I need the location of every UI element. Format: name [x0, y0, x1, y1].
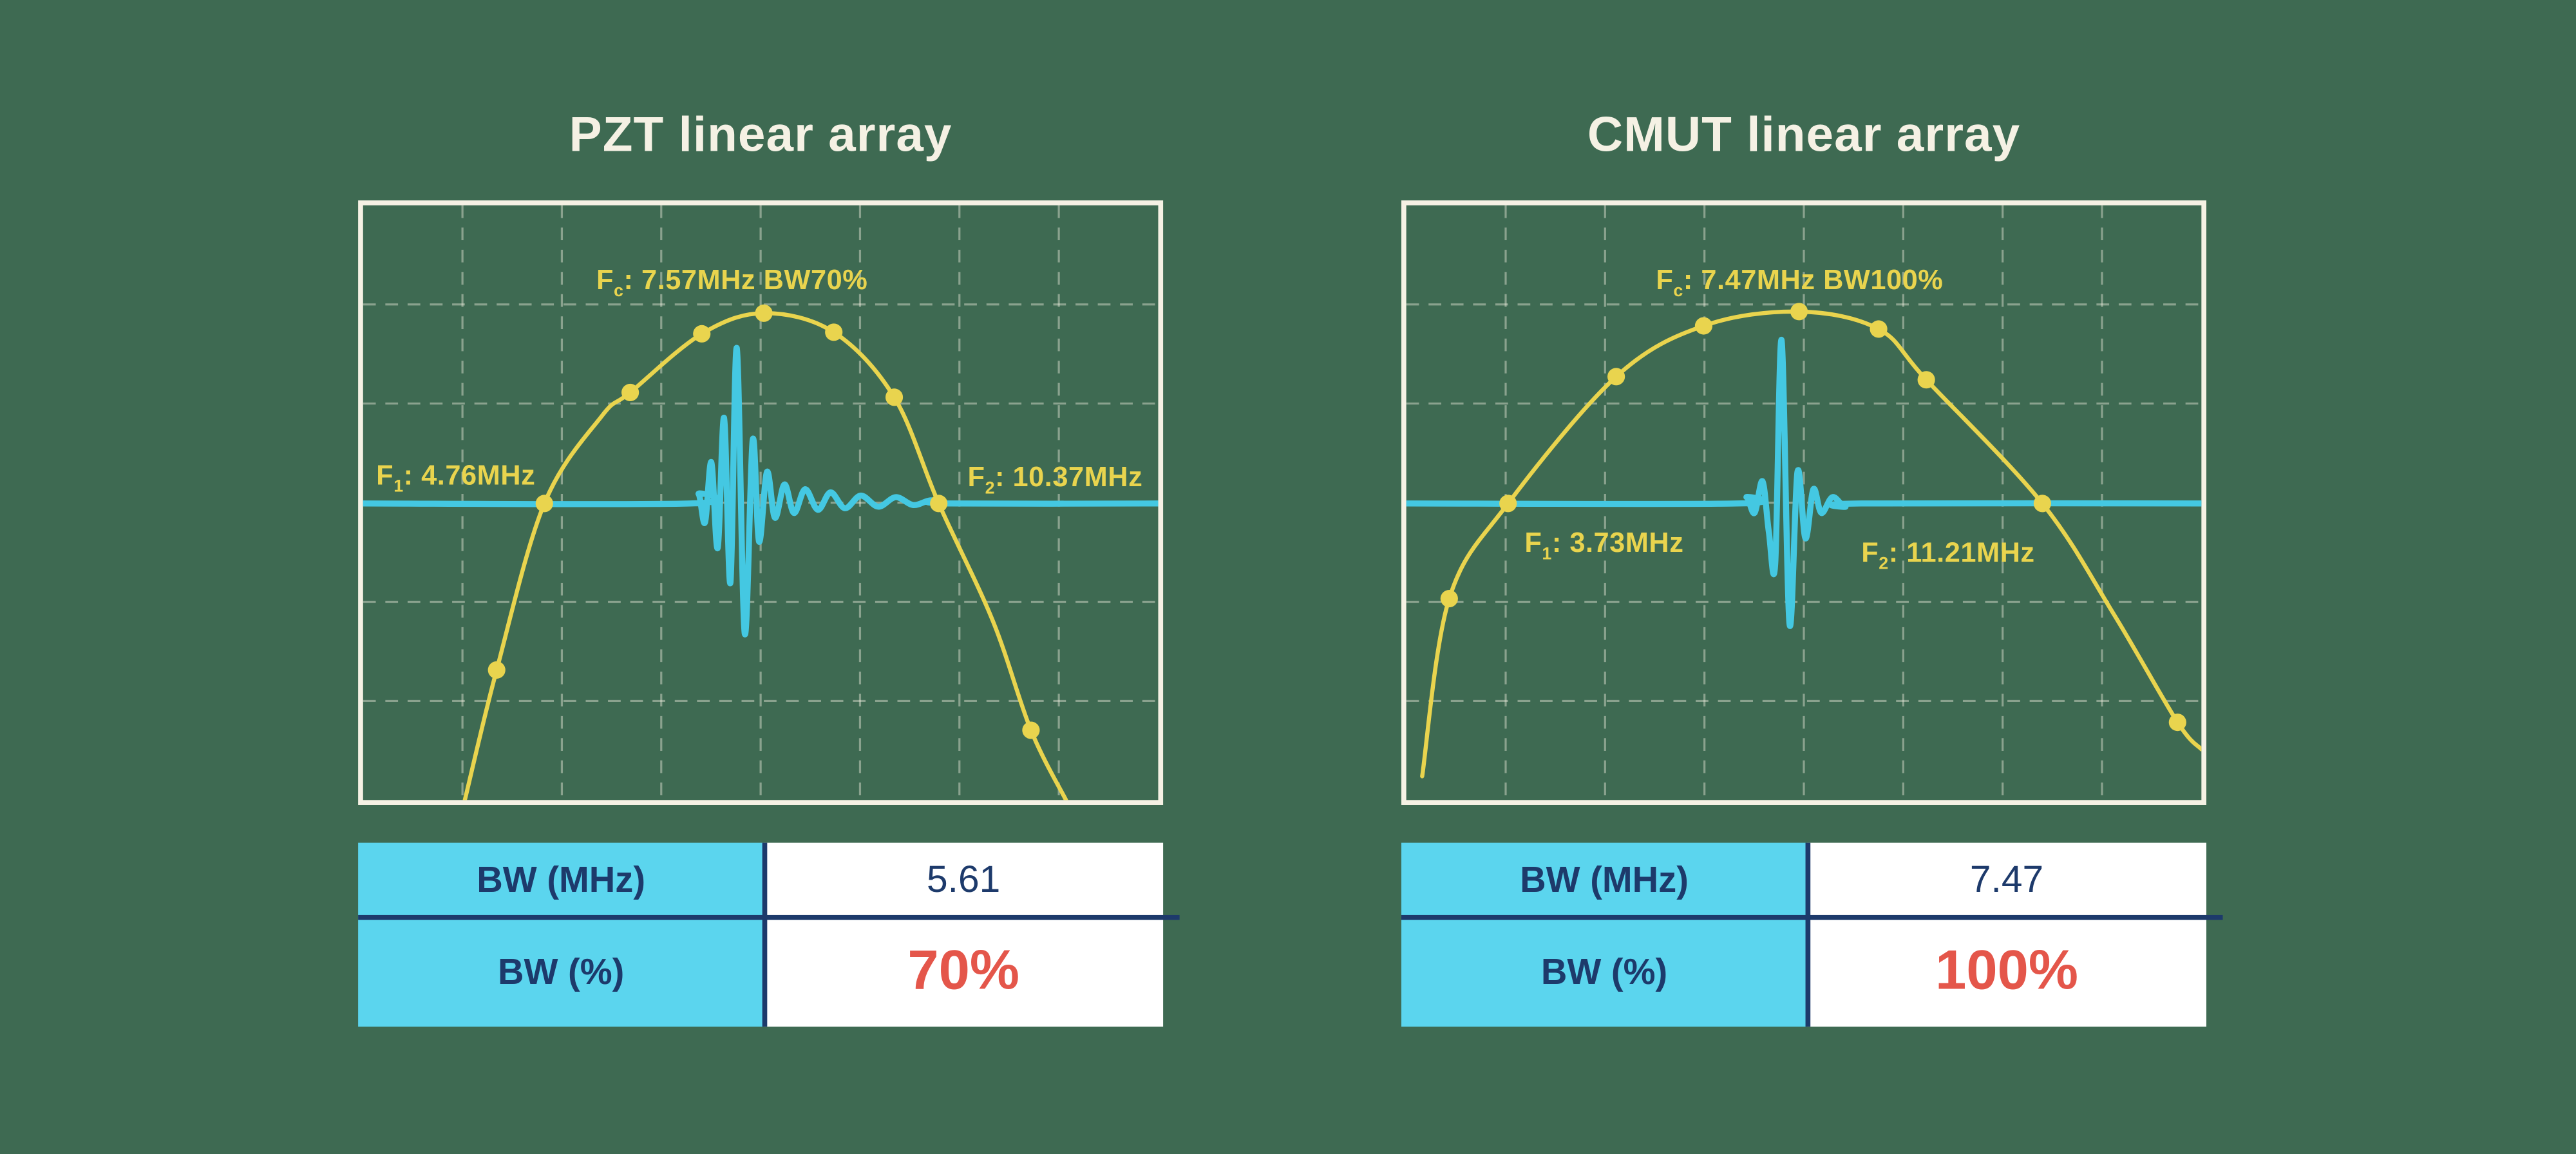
pulse-echo-waveform-curve — [1406, 337, 2202, 629]
curve-dot — [755, 304, 773, 322]
low-frequency-label: F1: 3.73MHz — [1524, 527, 1683, 564]
panel-pzt: PZT linear array Fc: 7.57MHz BW70% F1: 4… — [358, 0, 1180, 1153]
curve-dot — [535, 495, 553, 513]
table-value-bw-percent: 100% — [1807, 916, 2206, 1027]
center-frequency-label: Fc: 7.57MHz BW70% — [596, 265, 867, 301]
table-header-bw-mhz: BW (MHz) — [1401, 842, 1808, 917]
chart-plot-area — [1406, 205, 2202, 800]
curve-dot — [825, 323, 843, 341]
table-value-bw-percent: 70% — [764, 916, 1164, 1027]
label-text: : 11.21MHz — [1888, 537, 2035, 569]
label-subscript: 1 — [1542, 544, 1552, 564]
label-text: : 3.73MHz — [1551, 527, 1684, 559]
label-text: : 4.76MHz — [403, 460, 536, 491]
curve-dot — [693, 325, 711, 343]
high-frequency-label: F2: 11.21MHz — [1861, 537, 2034, 574]
label-subscript: 1 — [393, 477, 404, 497]
table-row-divider — [358, 914, 1180, 920]
table-header-bw-percent: BW (%) — [1401, 916, 1808, 1027]
low-frequency-label: F1: 4.76MHz — [376, 460, 535, 497]
table-header-bw-mhz: BW (MHz) — [358, 842, 764, 917]
curve-dot — [1499, 495, 1517, 513]
curve-dot — [885, 388, 904, 406]
label-text: F — [1861, 537, 1879, 569]
pulse-echo-waveform-curve — [363, 345, 1159, 638]
table-value-bw-mhz: 5.61 — [764, 842, 1164, 917]
curve-dot — [930, 495, 948, 513]
curve-dot — [621, 383, 639, 402]
curve-dot — [488, 661, 506, 679]
label-subscript: c — [1673, 281, 1683, 301]
curve-dot — [1790, 303, 1808, 321]
chart-plot-area — [363, 205, 1159, 800]
curve-dot — [1870, 320, 1888, 338]
table-column-divider — [762, 842, 767, 1027]
label-subscript: 2 — [985, 478, 996, 498]
curve-dot — [1022, 721, 1040, 739]
curve-dot — [2033, 495, 2051, 513]
frequency-response-curve — [1420, 309, 2202, 779]
table-column-divider — [1805, 842, 1810, 1027]
label-text: : 10.37MHz — [995, 461, 1143, 493]
high-frequency-label: F2: 10.37MHz — [968, 462, 1143, 498]
bandwidth-table: BW (MHz) 5.61 BW (%) 70% — [358, 842, 1180, 1027]
page-title: CMUT linear array — [1587, 108, 2021, 163]
bandwidth-table: BW (MHz) 7.47 BW (%) 100% — [1401, 842, 2223, 1027]
spectrum-chart: Fc: 7.47MHz BW100% F1: 3.73MHz F2: 11.21… — [1401, 200, 2206, 805]
table-value-bw-mhz: 7.47 — [1807, 842, 2206, 917]
label-text: F — [376, 460, 394, 491]
curve-dot — [1917, 371, 1935, 389]
table-row-divider — [1401, 914, 2223, 920]
curve-dot — [1440, 590, 1458, 608]
label-subscript: c — [614, 281, 624, 301]
page-title: PZT linear array — [569, 108, 952, 163]
label-text: F — [1656, 264, 1674, 296]
curve-dot — [1694, 317, 1713, 335]
curve-dot — [1607, 368, 1625, 386]
frequency-response-curve — [462, 311, 1068, 800]
label-text: : 7.57MHz BW70% — [623, 264, 868, 296]
label-text: F — [967, 461, 985, 493]
table-header-bw-percent: BW (%) — [358, 916, 764, 1027]
label-text: F — [596, 264, 614, 296]
spectrum-chart: Fc: 7.57MHz BW70% F1: 4.76MHz F2: 10.37M… — [358, 200, 1164, 805]
label-text: F — [1524, 527, 1542, 559]
panel-cmut: CMUT linear array Fc: 7.47MHz BW100% F1:… — [1401, 0, 2223, 1153]
center-frequency-label: Fc: 7.47MHz BW100% — [1656, 265, 1943, 301]
label-text: : 7.47MHz BW100% — [1683, 264, 1944, 296]
curve-dot — [2168, 714, 2186, 732]
label-subscript: 2 — [1879, 554, 1889, 574]
